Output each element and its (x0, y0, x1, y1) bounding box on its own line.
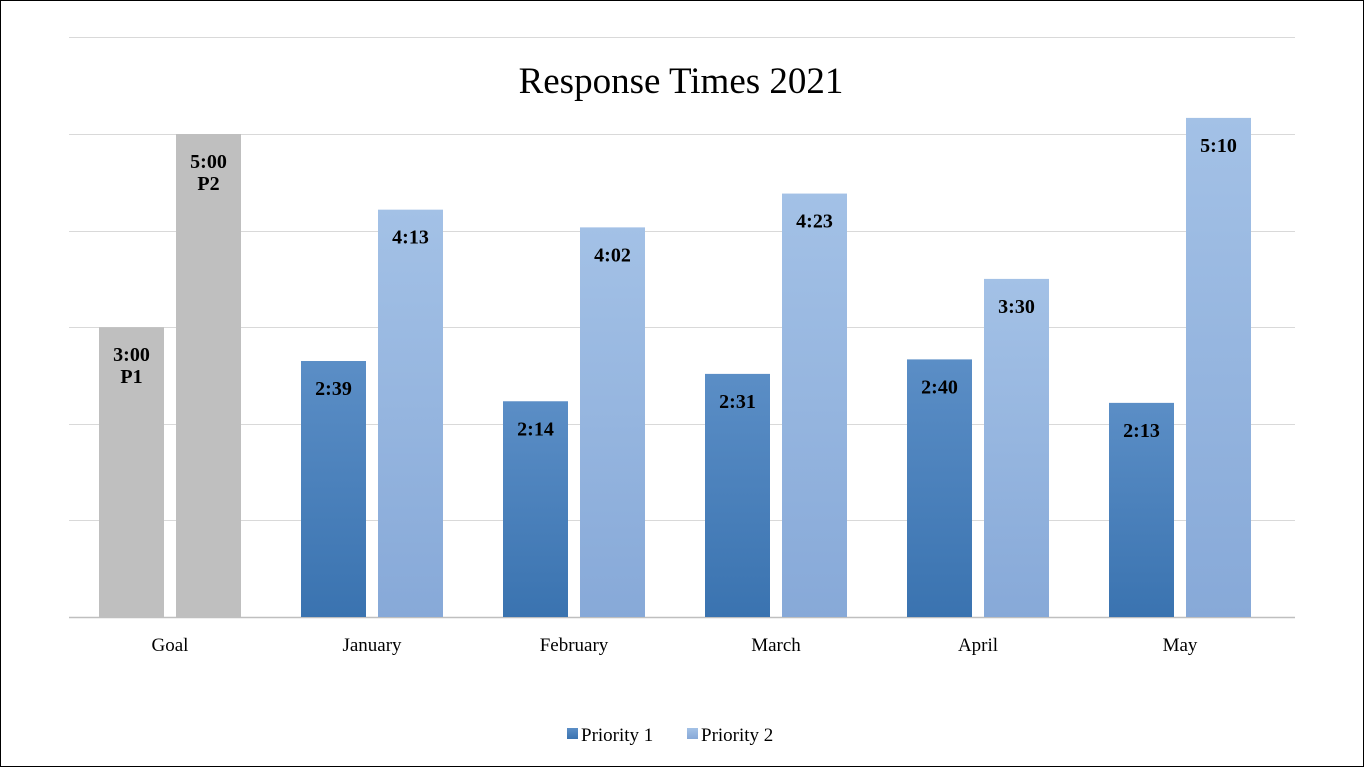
bar-goal-priority-2 (176, 134, 241, 617)
bar-goal-priority-1 (99, 327, 164, 617)
bar-march-priority-2 (782, 193, 847, 617)
data-label: 3:30 (998, 296, 1035, 318)
data-label: 3:00 P1 (113, 344, 150, 388)
bar-january-priority-1 (301, 361, 366, 617)
data-label: 5:00 P2 (190, 151, 227, 195)
x-tick-label: April (958, 635, 998, 656)
bar-may-priority-1 (1109, 402, 1174, 617)
bar-january-priority-2 (378, 209, 443, 618)
data-label: 2:39 (315, 378, 352, 400)
x-axis-tick-labels: Goal January February March April May (152, 635, 1198, 656)
data-label: 4:13 (392, 227, 429, 249)
x-tick-label: May (1163, 635, 1198, 656)
data-label: 5:10 (1200, 135, 1237, 157)
data-label: 4:02 (594, 244, 631, 266)
x-tick-label: Goal (152, 635, 189, 656)
legend-swatch-priority-1 (567, 728, 578, 739)
bar-february-priority-1 (503, 401, 568, 617)
data-labels: 3:00 P1 5:00 P2 2:39 4:13 2:14 4:02 2:31 4:23 2:40… (113, 135, 1237, 442)
data-label: 2:14 (517, 418, 554, 440)
bar-april-priority-2 (984, 278, 1049, 617)
bars (99, 117, 1251, 618)
chart-title: Response Times 2021 (519, 61, 844, 102)
bar-february-priority-2 (580, 227, 645, 617)
data-label: 2:31 (719, 391, 756, 413)
legend: Priority 1 Priority 2 (567, 725, 773, 746)
bar-may-priority-2 (1186, 117, 1251, 618)
bar-april-priority-1 (907, 359, 972, 617)
x-tick-label: February (540, 635, 609, 656)
x-tick-label: January (342, 635, 402, 656)
legend-swatch-priority-2 (687, 728, 698, 739)
data-label: 2:13 (1123, 420, 1160, 442)
x-tick-label: March (751, 635, 801, 656)
data-label: 2:40 (921, 376, 958, 398)
bar-march-priority-1 (705, 373, 770, 617)
legend-label-priority-2: Priority 2 (701, 725, 773, 746)
legend-label-priority-1: Priority 1 (581, 725, 653, 746)
data-label: 4:23 (796, 211, 833, 233)
gridlines (69, 37, 1295, 619)
